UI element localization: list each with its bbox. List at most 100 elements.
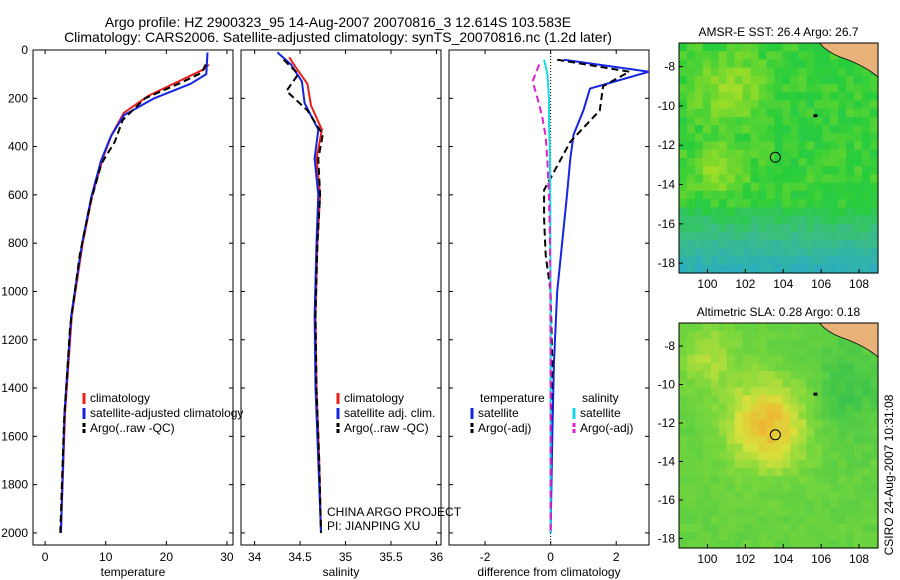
y-tick-label: 0: [21, 43, 28, 57]
map-cell: [774, 411, 784, 421]
map-cell: [686, 182, 696, 192]
series-line-satellite-adj-clim-: [276, 51, 322, 533]
map-cell: [854, 523, 863, 533]
map-cell: [846, 475, 855, 485]
map-cell: [758, 411, 768, 421]
map-cell: [694, 67, 704, 77]
map-cell: [710, 67, 720, 77]
map-cell: [679, 199, 688, 208]
map-cell: [686, 92, 696, 102]
map-cell: [790, 125, 799, 134]
map-cell: [686, 419, 696, 429]
map-cell: [838, 149, 847, 159]
map-cell: [806, 331, 815, 340]
map-cell: [766, 92, 776, 102]
map-cell: [838, 379, 847, 388]
map-cell: [806, 231, 815, 241]
map-cell: [830, 539, 839, 549]
map-cell: [814, 141, 823, 151]
map-cell: [702, 158, 712, 167]
map-cell: [742, 507, 752, 517]
map-cell: [758, 190, 768, 200]
map-cell: [782, 240, 792, 249]
map-cell: [798, 339, 807, 348]
map-cell: [686, 75, 696, 85]
map-cell: [846, 363, 855, 372]
map-cell: [742, 475, 752, 485]
map-cell: [822, 507, 831, 517]
map-cell: [686, 395, 696, 404]
map-cell: [870, 531, 879, 541]
map-cell: [758, 51, 768, 61]
map-cell: [718, 125, 728, 134]
map-cell: [758, 379, 768, 388]
map-cell: [870, 387, 879, 396]
map-cell: [782, 467, 792, 477]
map-cell: [702, 363, 712, 372]
map-cell: [798, 387, 807, 396]
map-cell: [694, 339, 704, 348]
map-cell: [846, 435, 855, 445]
map-cell: [822, 92, 831, 102]
map-cell: [854, 240, 863, 249]
map-cell: [782, 67, 792, 77]
legend-label: satellite: [580, 406, 621, 420]
map-cell: [679, 539, 688, 549]
y-tick-label: -10: [658, 99, 676, 113]
map-cell: [790, 427, 799, 437]
map-cell: [854, 149, 863, 159]
map-cell: [774, 419, 784, 429]
map-cell: [686, 411, 696, 421]
map-cell: [734, 43, 744, 52]
map-cell: [870, 223, 879, 233]
map-cell: [679, 43, 688, 52]
map-cell: [726, 523, 736, 533]
map-cell: [750, 223, 760, 233]
map-cell: [686, 125, 696, 134]
map-cell: [814, 427, 823, 437]
map-cell: [822, 539, 831, 549]
map-cell: [750, 215, 760, 225]
map-cell: [814, 174, 823, 184]
map-cell: [718, 371, 728, 380]
map-cell: [790, 475, 799, 485]
map-cell: [806, 59, 815, 69]
map-cell: [870, 116, 879, 126]
map-cell: [718, 435, 728, 445]
map-cell: [870, 100, 879, 110]
map-cell: [806, 133, 815, 143]
map-cell: [862, 133, 871, 143]
map-cell: [870, 133, 879, 143]
map-cell: [710, 240, 720, 249]
map-cell: [742, 395, 752, 404]
map-cell: [766, 435, 776, 445]
map-cell: [862, 248, 871, 258]
map-cell: [726, 84, 736, 93]
map-cell: [726, 427, 736, 437]
map-cell: [734, 248, 744, 258]
map-cell: [798, 379, 807, 388]
map-cell: [846, 459, 855, 469]
map-cell: [822, 475, 831, 485]
map-cell: [710, 51, 720, 61]
map-cell: [814, 51, 823, 61]
map-cell: [694, 240, 704, 249]
map-cell: [742, 182, 752, 192]
map-cell: [838, 451, 847, 461]
map-cell: [846, 59, 855, 69]
map-cell: [782, 539, 792, 549]
map-cell: [846, 467, 855, 477]
map-cell: [782, 339, 792, 348]
map-cell: [750, 248, 760, 258]
map-cell: [790, 411, 799, 421]
map-cell: [870, 182, 879, 192]
map-cell: [766, 59, 776, 69]
map-cell: [838, 395, 847, 404]
map-cell: [862, 499, 871, 509]
map-cell: [814, 116, 823, 126]
x-tick-label: 10: [99, 550, 113, 564]
map-cell: [806, 248, 815, 258]
map-cell: [806, 149, 815, 159]
map-cell: [750, 100, 760, 110]
map-cell: [679, 475, 688, 485]
